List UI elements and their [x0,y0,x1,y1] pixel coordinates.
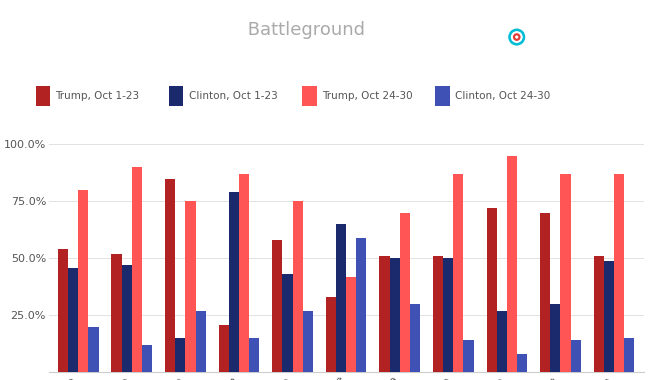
Bar [272,240,282,372]
Bar [551,304,560,372]
Bar [507,156,517,372]
Bar [604,261,614,372]
Bar [453,174,463,372]
Ellipse shape [511,31,523,43]
Bar [400,213,410,372]
Bar [36,86,50,106]
Bar [326,297,336,372]
Bar [497,311,507,372]
Bar [540,213,551,372]
Bar [436,86,450,106]
Bar [165,179,176,372]
Bar [282,274,293,372]
Bar [389,258,400,372]
Bar [443,258,453,372]
Bar [58,249,68,372]
Bar [132,167,142,372]
Bar [218,325,229,372]
Text: Clinton, Oct 1-23: Clinton, Oct 1-23 [188,91,278,101]
Bar [111,254,122,372]
Bar [142,345,152,372]
Bar [486,208,497,372]
Bar [614,174,624,372]
Bar [303,311,313,372]
Text: Clinton, Oct 24-30: Clinton, Oct 24-30 [455,91,551,101]
Bar [571,340,581,372]
Bar [122,265,132,372]
Ellipse shape [515,35,519,39]
Text: Battleground: Battleground [242,21,365,39]
Bar [624,338,634,372]
Bar [463,340,474,372]
Bar [292,201,303,372]
Bar [380,256,389,372]
Bar [185,201,196,372]
Bar [302,86,317,106]
Bar [78,190,88,372]
Bar [229,192,239,372]
Bar [196,311,206,372]
Text: Oct 1-23 vs Oct 24-30: Oct 1-23 vs Oct 24-30 [12,53,164,66]
Ellipse shape [513,33,521,41]
Text: Trump, Oct 1-23: Trump, Oct 1-23 [55,91,139,101]
Bar [169,86,183,106]
Bar [410,304,420,372]
Text: Trump vs Clinton: Trump vs Clinton [12,21,182,39]
Bar [433,256,443,372]
Text: Trump, Oct 24-30: Trump, Oct 24-30 [322,91,412,101]
Bar [517,354,527,372]
Text: BrandsEye: BrandsEye [556,30,647,44]
Bar [336,224,346,372]
Bar [176,338,185,372]
Bar [356,238,367,372]
Ellipse shape [508,28,525,46]
Bar [88,327,99,372]
Bar [593,256,604,372]
Bar [560,174,571,372]
Bar [346,277,356,372]
Bar [239,174,249,372]
Bar [249,338,259,372]
Bar [68,268,78,372]
